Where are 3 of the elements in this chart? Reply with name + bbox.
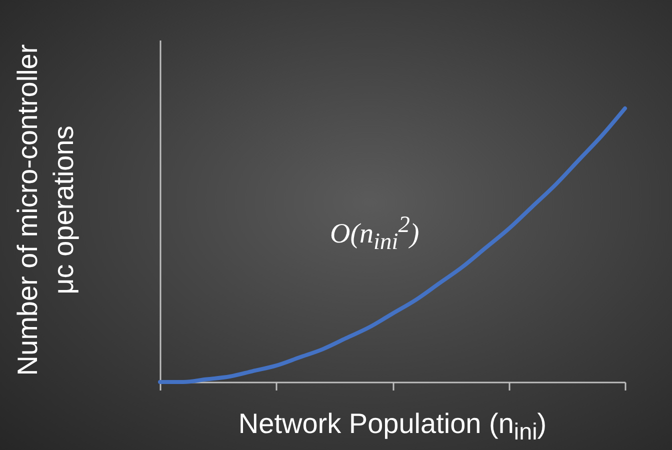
y-axis-title: Number of micro-controller μc operations <box>11 43 80 378</box>
annotation: O(n$_{ini}$$^{2}$) <box>330 212 420 256</box>
x-axis-title: Network Population (n$_{ini}$) <box>237 408 548 446</box>
